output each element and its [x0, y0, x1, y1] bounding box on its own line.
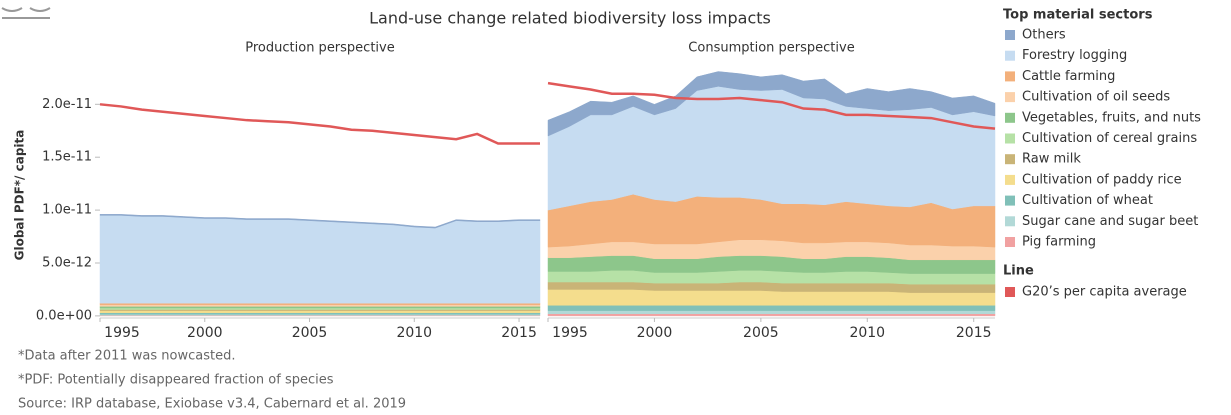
legend-label: Cattle farming: [1022, 69, 1115, 84]
legend-label: Forestry logging: [1022, 48, 1127, 63]
legend-label: G20’s per capita average: [1022, 285, 1187, 300]
area-segment: [547, 305, 996, 311]
chart-title: Land-use change related biodiversity los…: [369, 9, 771, 28]
area-segment: [547, 313, 996, 317]
legend-label: Cultivation of oil seeds: [1022, 90, 1170, 105]
legend-swatch: [1005, 112, 1015, 123]
y-axis-label: Global PDF*/ capita: [13, 130, 27, 261]
legend-swatch: [1005, 30, 1015, 40]
legend-title: Top material sectors: [1003, 8, 1153, 23]
area-segment: [99, 214, 541, 229]
legend-label: Cultivation of paddy rice: [1022, 172, 1182, 187]
legend-label: Vegetables, fruits, and nuts: [1022, 110, 1201, 125]
y-tick-label: 1.5e-11: [42, 150, 92, 165]
legend-label: Others: [1022, 28, 1066, 43]
y-tick-label: 1.0e-11: [42, 203, 92, 218]
legend-label: Cultivation of cereal grains: [1022, 131, 1197, 146]
legend-label: Sugar cane and sugar beet: [1022, 214, 1198, 229]
x-tick-label: 1995: [104, 325, 140, 341]
legend-swatch: [1005, 237, 1015, 247]
average-line: [547, 81, 996, 130]
x-tick-label: 1995: [552, 325, 588, 341]
logo: [1, 7, 51, 19]
legend-swatch: [1005, 154, 1015, 165]
legend-swatch: [1005, 287, 1015, 297]
y-tick-label: 5.0e-12: [42, 255, 92, 270]
footnote: *Data after 2011 was nowcasted.: [18, 349, 235, 364]
legend-label: Raw milk: [1022, 152, 1081, 167]
legend-swatch: [1005, 71, 1015, 82]
area-segment: [547, 310, 996, 315]
legend-swatch: [1005, 50, 1015, 61]
legend-swatch: [1005, 195, 1015, 206]
legend-swatch: [1005, 133, 1015, 144]
average-line: [99, 103, 540, 145]
x-tick-label: 2005: [743, 325, 779, 341]
x-tick-label: 2000: [187, 325, 223, 341]
y-tick-label: 2.0e-11: [42, 97, 92, 112]
legend-swatch: [1005, 174, 1015, 185]
area-segment: [99, 310, 541, 313]
legend-label: Cultivation of wheat: [1022, 193, 1153, 208]
x-tick-label: 2010: [849, 325, 885, 341]
legend-swatch: [1005, 216, 1015, 227]
panel-title: Consumption perspective: [688, 41, 854, 56]
y-tick-label: 0.0e+00: [36, 308, 92, 323]
legend-title: Line: [1003, 264, 1034, 279]
legend-swatch: [1005, 92, 1015, 103]
footnote: *PDF: Potentially disappeared fraction o…: [18, 373, 334, 388]
x-tick-label: 2005: [292, 325, 328, 341]
x-tick-label: 2000: [637, 325, 673, 341]
footnote: Source: IRP database, Exiobase v3.4, Cab…: [18, 397, 406, 412]
x-tick-label: 2015: [501, 325, 537, 341]
area-segment: [547, 71, 996, 137]
legend-label: Pig farming: [1022, 235, 1096, 250]
panel-title: Production perspective: [245, 41, 394, 56]
area-segment: [99, 215, 541, 304]
x-tick-label: 2015: [956, 325, 992, 341]
x-tick-label: 2010: [396, 325, 432, 341]
